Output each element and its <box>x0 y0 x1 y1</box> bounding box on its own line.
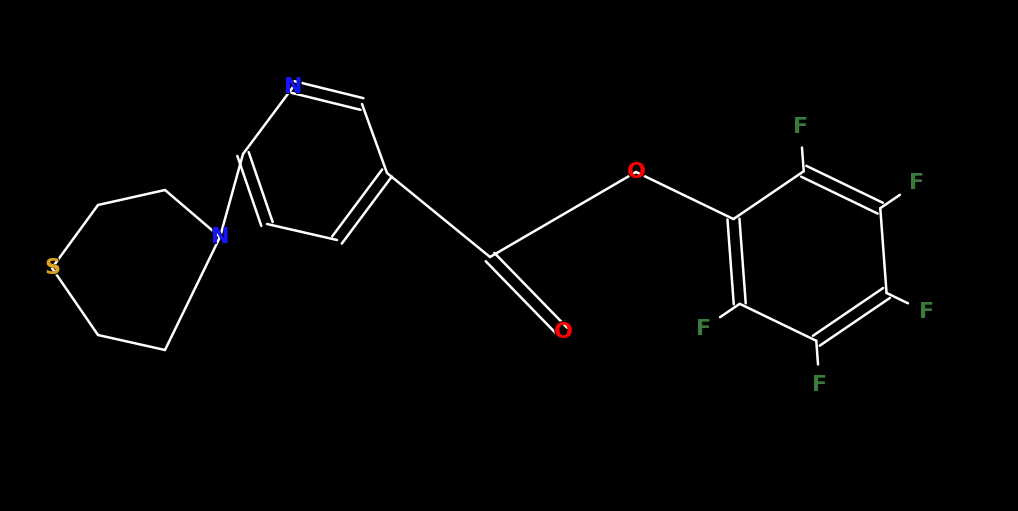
Text: F: F <box>812 375 827 395</box>
Text: O: O <box>625 160 646 184</box>
Text: O: O <box>626 162 645 182</box>
Text: N: N <box>283 75 303 99</box>
Text: F: F <box>908 171 925 195</box>
Text: N: N <box>211 227 229 247</box>
Text: N: N <box>210 225 230 249</box>
Text: F: F <box>695 319 711 339</box>
Text: O: O <box>554 322 572 342</box>
Text: F: F <box>909 173 924 193</box>
Text: F: F <box>918 300 935 324</box>
Text: F: F <box>919 302 934 322</box>
Text: F: F <box>792 115 809 139</box>
Text: F: F <box>793 117 808 137</box>
Text: F: F <box>694 317 712 341</box>
Text: F: F <box>811 373 828 397</box>
Text: O: O <box>553 320 573 344</box>
Text: N: N <box>284 77 302 97</box>
Text: S: S <box>43 256 61 280</box>
Text: S: S <box>44 258 60 278</box>
